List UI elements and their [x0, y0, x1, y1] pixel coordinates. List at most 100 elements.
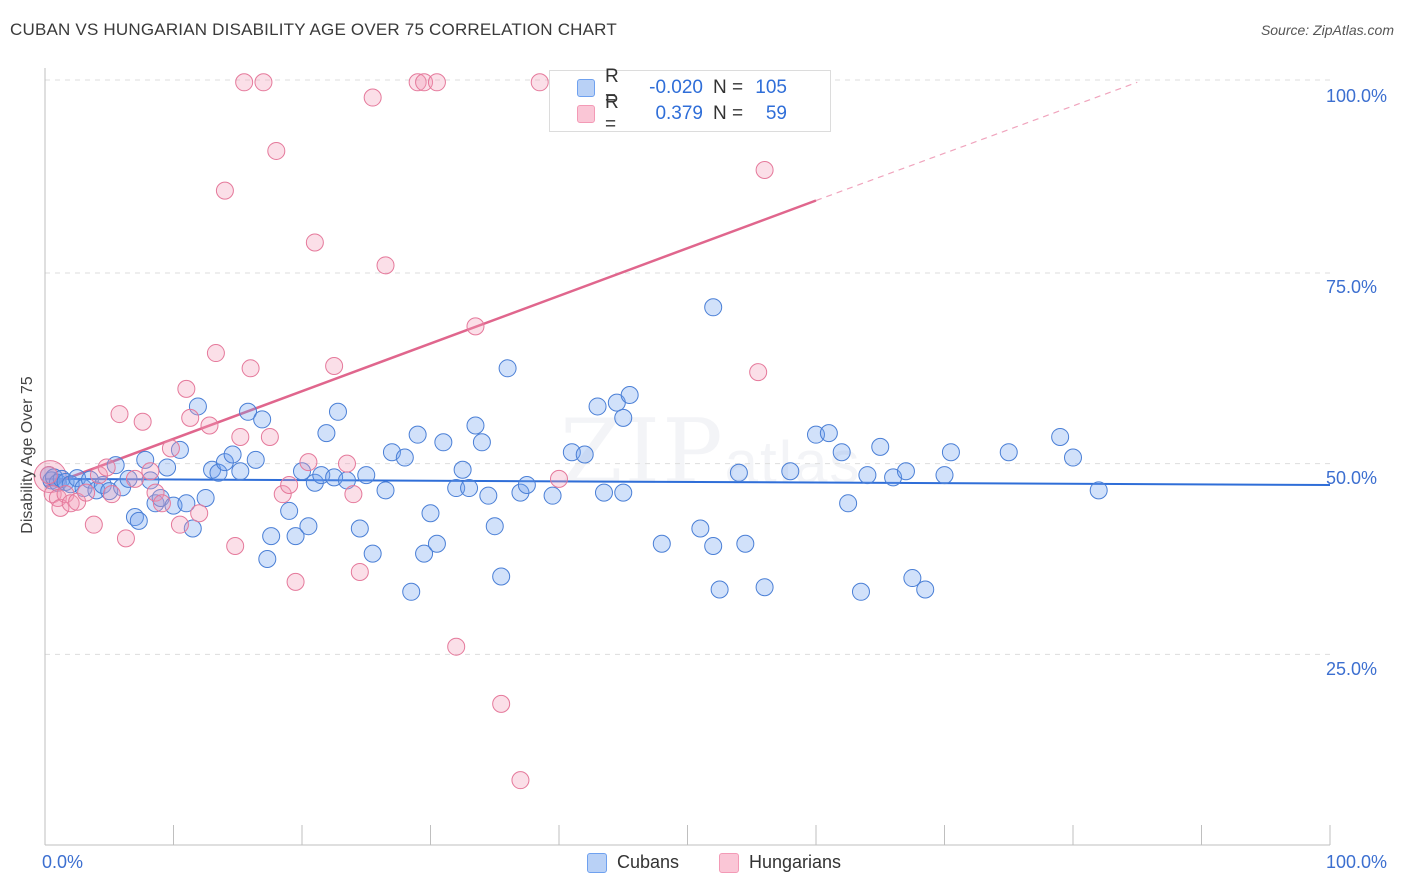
data-point-hungarians	[200, 416, 219, 435]
data-point-cubans	[819, 424, 838, 443]
y-tick-label: 75.0%	[1326, 277, 1378, 297]
data-point-cubans	[472, 433, 491, 452]
legend-swatch-cubans	[587, 852, 607, 873]
data-point-cubans	[851, 582, 870, 601]
x-tick-label-min: 0.0%	[42, 852, 84, 872]
data-point-hungarians	[350, 562, 369, 581]
data-point-cubans	[839, 494, 858, 513]
data-point-cubans	[223, 445, 242, 464]
data-point-hungarians	[337, 454, 356, 473]
data-points	[33, 73, 1108, 790]
data-point-cubans	[415, 544, 434, 563]
data-point-hungarians	[260, 427, 279, 446]
data-point-cubans	[614, 483, 633, 502]
data-point-cubans	[896, 462, 915, 481]
data-point-hungarians	[408, 73, 427, 92]
data-point-hungarians	[110, 405, 129, 424]
data-point-hungarians	[170, 515, 189, 534]
y-axis-label: Disability Age Over 75	[19, 376, 36, 534]
data-point-cubans	[258, 549, 277, 568]
data-point-hungarians	[141, 462, 160, 481]
legend-r-label: R =	[605, 66, 619, 109]
data-point-hungarians	[241, 359, 260, 378]
data-point-cubans	[305, 473, 324, 492]
data-point-cubans	[466, 416, 485, 435]
data-point-hungarians	[550, 469, 568, 488]
data-point-hungarians	[363, 88, 382, 107]
data-point-hungarians	[161, 439, 180, 458]
data-point-cubans	[262, 527, 281, 546]
data-point-cubans	[402, 582, 421, 601]
data-point-hungarians	[427, 73, 446, 92]
data-point-hungarians	[286, 572, 305, 591]
data-point-hungarians	[84, 515, 103, 534]
data-point-cubans	[781, 462, 800, 481]
data-point-hungarians	[511, 771, 530, 790]
data-point-hungarians	[273, 485, 292, 504]
data-point-hungarians	[89, 466, 108, 485]
data-point-hungarians	[254, 73, 273, 92]
data-point-cubans	[328, 402, 347, 421]
data-point-hungarians	[61, 494, 80, 513]
data-point-hungarians	[376, 256, 395, 275]
data-point-cubans	[871, 437, 890, 456]
data-point-cubans	[460, 479, 479, 498]
y-tick-label: 100.0%	[1326, 86, 1388, 106]
data-point-cubans	[408, 425, 427, 444]
data-point-hungarians	[492, 694, 511, 713]
data-point-cubans	[614, 408, 633, 427]
legend-n-value: 105	[755, 77, 787, 98]
data-point-cubans	[434, 433, 453, 452]
legend-item-hungarians[interactable]: Hungarians	[719, 852, 841, 873]
data-point-hungarians	[102, 485, 121, 504]
data-point-cubans	[517, 476, 536, 495]
data-point-cubans	[447, 479, 466, 498]
data-point-hungarians	[133, 412, 152, 431]
data-point-cubans	[239, 402, 258, 421]
data-point-cubans	[158, 458, 177, 477]
data-point-cubans	[231, 462, 250, 481]
data-point-cubans	[594, 483, 613, 502]
data-point-hungarians	[267, 141, 286, 160]
legend-swatch-hungarians	[719, 852, 739, 873]
data-point-hungarians	[344, 485, 363, 504]
legend-label-hungarians: Hungarians	[749, 852, 842, 872]
data-point-hungarians	[231, 427, 250, 446]
data-point-hungarians	[116, 529, 135, 548]
data-point-cubans	[858, 466, 877, 485]
data-point-cubans	[479, 486, 498, 505]
data-point-cubans	[543, 486, 562, 505]
data-point-cubans	[68, 469, 87, 488]
data-point-cubans	[704, 298, 723, 317]
y-tick-label: 50.0%	[1326, 468, 1378, 488]
data-point-cubans	[588, 397, 607, 416]
legend-item-cubans[interactable]: Cubans	[587, 852, 679, 873]
data-point-cubans	[427, 534, 446, 553]
data-point-hungarians	[206, 344, 225, 363]
data-point-hungarians	[51, 498, 70, 517]
data-point-cubans	[293, 462, 311, 481]
legend-r-label: R =	[605, 92, 619, 135]
data-point-hungarians	[152, 494, 171, 513]
data-point-cubans	[177, 494, 196, 513]
data-point-hungarians	[305, 233, 324, 252]
data-point-hungarians	[235, 73, 254, 92]
data-point-cubans	[704, 537, 723, 556]
legend-swatch-hungarians	[577, 105, 595, 123]
watermark-zip: ZIP	[560, 400, 725, 505]
data-point-cubans	[755, 578, 774, 597]
data-point-cubans	[196, 488, 215, 507]
gridlines	[45, 79, 1335, 655]
data-point-cubans	[129, 511, 148, 530]
data-point-hungarians	[190, 504, 209, 523]
data-point-hungarians	[530, 73, 549, 92]
data-point-cubans	[376, 481, 395, 500]
data-point-hungarians	[749, 363, 768, 382]
trend-lines	[44, 81, 1331, 488]
data-point-cubans	[350, 519, 369, 538]
legend-row-hungarians: R = 0.379 N = 59	[550, 92, 787, 135]
data-point-cubans	[710, 580, 729, 599]
data-point-cubans	[421, 504, 440, 523]
data-point-cubans	[575, 445, 594, 464]
